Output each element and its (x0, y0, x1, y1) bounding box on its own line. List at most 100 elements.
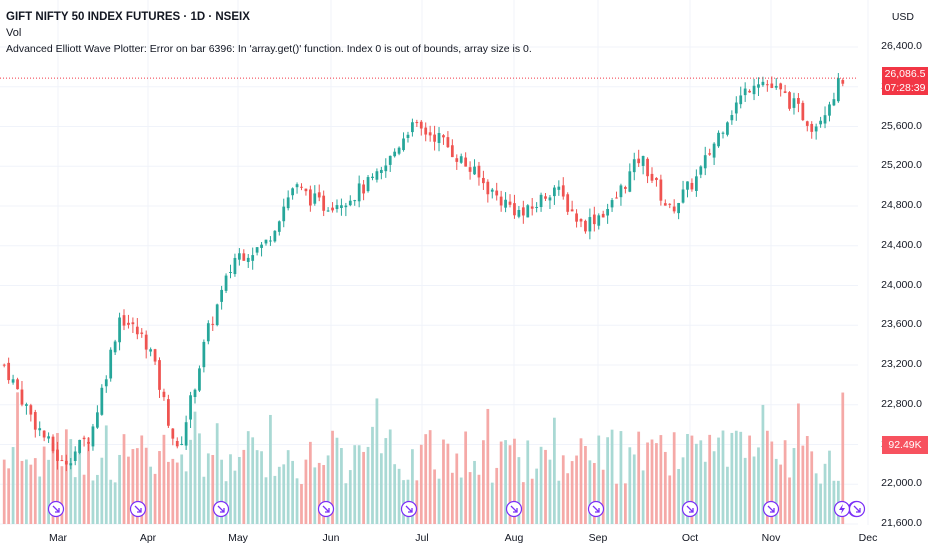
volume-bar (415, 480, 419, 524)
volume-bar (304, 459, 308, 524)
candle-body (140, 332, 144, 334)
candle-body (206, 323, 210, 342)
volume-bar (180, 454, 184, 524)
volume-bar (340, 448, 343, 524)
volume-bar (428, 430, 432, 524)
volume-bar (548, 459, 552, 524)
candle-body (335, 205, 339, 210)
volume-bar (828, 450, 831, 524)
time-tick-label: May (228, 532, 248, 544)
candle-body (100, 387, 104, 415)
volume-bar (490, 482, 494, 524)
candle-body (47, 436, 50, 439)
volume-bar (242, 449, 246, 524)
volume-bar (499, 441, 503, 524)
candle-body (624, 187, 627, 189)
volume-bar (379, 453, 383, 524)
candle-body (553, 187, 556, 197)
volume-bar (109, 479, 113, 524)
event-markers[interactable] (47, 500, 866, 518)
volume-bar (579, 438, 583, 524)
volume-legend-label[interactable]: Vol (6, 27, 22, 39)
symbol-title[interactable]: GIFT NIFTY 50 INDEX FUTURES · 1D · NSEIX (6, 11, 250, 23)
candle-body (694, 176, 698, 191)
candle-body (7, 362, 11, 381)
volume-bar (246, 431, 250, 524)
candle-body (814, 126, 818, 132)
volume-bar (557, 480, 561, 524)
dividend-arrow-icon[interactable] (505, 500, 523, 518)
candle-body (486, 181, 490, 195)
volume-bar (357, 445, 361, 524)
volume-bar (765, 430, 769, 524)
candle-body (663, 203, 667, 206)
candle-body (331, 207, 334, 211)
volume-bar (153, 473, 157, 524)
dividend-arrow-icon[interactable] (762, 500, 780, 518)
price-tick-label: 26,400.0 (881, 40, 922, 52)
candle-body (224, 275, 228, 291)
candle-body (548, 197, 552, 201)
volume-bar (260, 451, 263, 524)
volume-bar (482, 440, 485, 524)
time-tick-label: Sep (588, 532, 608, 544)
dividend-arrow-icon[interactable] (129, 500, 147, 518)
candle-body (504, 199, 507, 208)
dividend-arrow-icon[interactable] (587, 500, 605, 518)
volume-bar (104, 425, 108, 524)
volume-bar (539, 446, 543, 524)
volume-bar (703, 461, 707, 524)
volume-bar (411, 449, 414, 524)
volume-bar (402, 480, 405, 524)
candle-body (561, 185, 565, 197)
candle-body (237, 253, 241, 260)
dividend-arrow-icon[interactable] (317, 500, 335, 518)
candle-body (109, 349, 113, 379)
volume-bar (149, 466, 153, 524)
volume-bar (419, 444, 423, 524)
volume-bar (215, 423, 219, 524)
volume-bar (47, 459, 50, 524)
candle-body (810, 123, 814, 132)
volume-bar (371, 426, 374, 524)
candle-body (690, 182, 694, 190)
candle-body (69, 463, 73, 466)
currency-label[interactable]: USD (891, 11, 914, 23)
candle-body (770, 83, 774, 88)
candle-body (655, 177, 658, 181)
candle-body (260, 244, 263, 248)
candle-body (473, 166, 476, 175)
candle-body (832, 99, 836, 106)
dividend-arrow-icon[interactable] (400, 500, 418, 518)
volume-bar (566, 473, 570, 524)
candle-body (765, 84, 769, 86)
volume-bar (814, 473, 818, 524)
volume-bar (308, 441, 312, 524)
dividend-arrow-icon[interactable] (212, 500, 230, 518)
candle-body (597, 215, 601, 226)
volume-bar (686, 433, 689, 524)
candle-body (255, 247, 259, 253)
time-tick-label: Mar (48, 532, 68, 544)
dividend-arrow-icon[interactable] (848, 500, 866, 518)
candle-body (313, 193, 317, 204)
candle-body (566, 194, 570, 212)
candle-body (362, 184, 365, 194)
volume-bar (42, 446, 46, 524)
volume-bar (264, 477, 268, 524)
volume-bar (535, 468, 539, 524)
candle-body (282, 206, 286, 222)
volume-bar (561, 455, 565, 524)
volume-bar (606, 437, 610, 524)
volume-bar (752, 456, 756, 524)
volume-bar (384, 438, 388, 524)
candle-body (87, 441, 90, 444)
volume-bar (797, 403, 800, 524)
candle-body (455, 158, 459, 162)
lightning-icon[interactable] (833, 500, 851, 518)
price-tick-label: 22,000.0 (881, 477, 922, 490)
dividend-arrow-icon[interactable] (47, 500, 65, 518)
volume-bar (584, 446, 587, 524)
dividend-arrow-icon[interactable] (681, 500, 699, 518)
